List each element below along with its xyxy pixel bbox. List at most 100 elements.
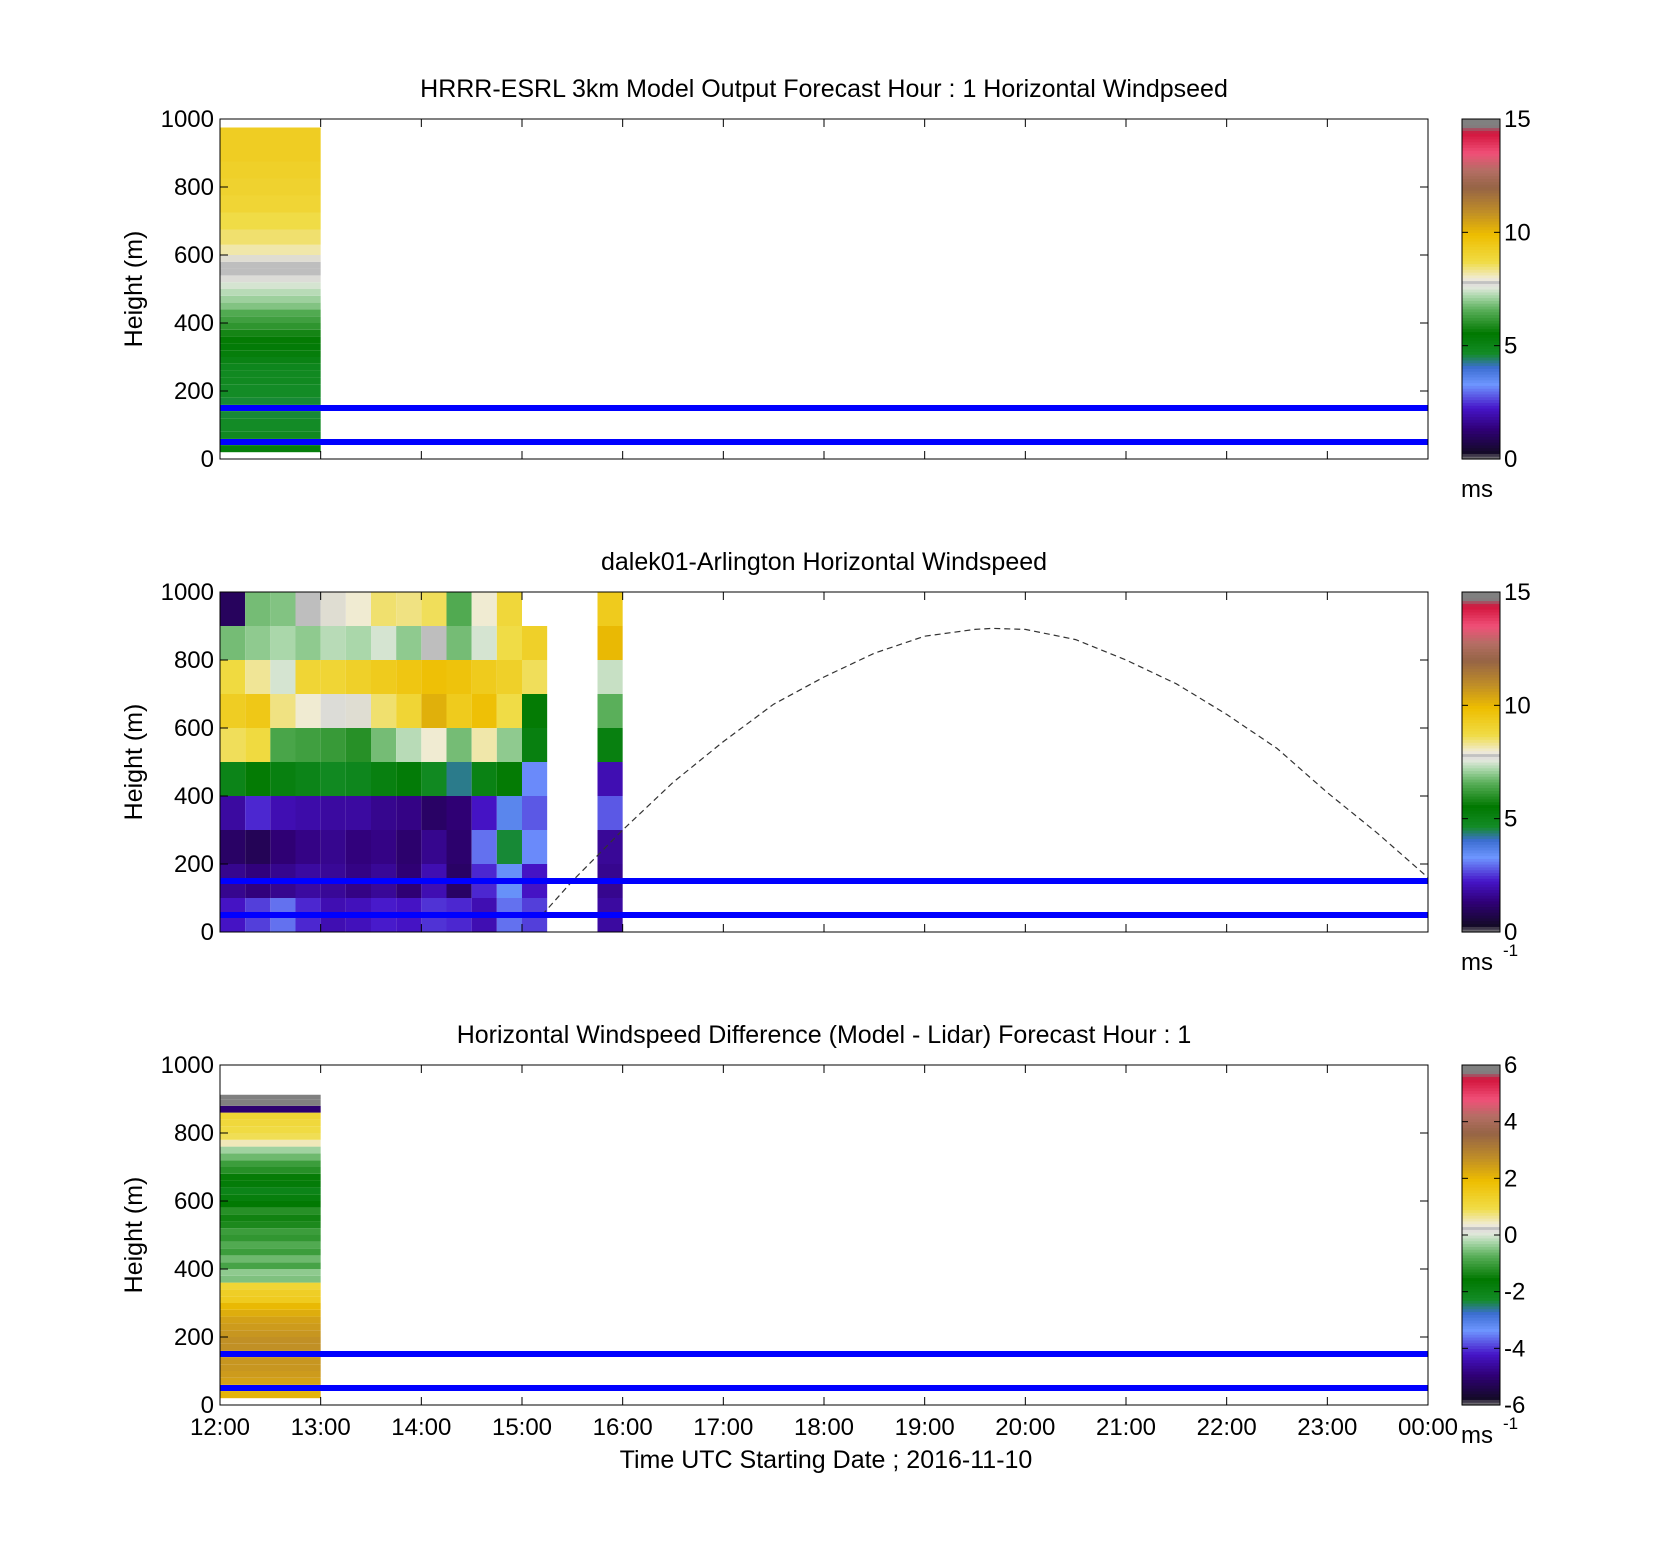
colorbar-segment [1462,699,1500,704]
heatmap-cell [396,796,422,830]
heatmap-cell [446,796,472,830]
colorbar-segment [1462,342,1500,347]
colorbar-segment [1462,1359,1500,1364]
colorbar-segment [1462,198,1500,202]
colorbar-segment [1462,260,1500,265]
colorbar-segment [1462,1300,1500,1304]
colorbar-segment [1462,626,1500,630]
heatmap-cell [320,830,346,864]
colorbar-segment [1462,640,1500,644]
colorbar-segment [1462,920,1500,925]
colorbar-segment [1462,688,1500,692]
heatmap-cell [496,694,522,728]
colorbar-segment [1462,249,1500,253]
heatmap-cell [471,796,497,830]
colorbar-segment [1462,1087,1500,1092]
heatmap-cell [220,295,321,303]
heatmap-cell [220,1309,321,1317]
colorbar-segment [1462,861,1500,865]
colorbar-segment [1462,895,1500,899]
colorbar-segment [1462,1243,1500,1247]
heatmap-cell [496,728,522,762]
heatmap-cell [220,1255,321,1263]
heatmap-cell [220,1112,321,1120]
colorbar-segment [1462,1079,1500,1083]
colorbar-segment [1462,1169,1500,1174]
colorbar-segment [1462,1328,1500,1332]
colorbar-segment [1462,762,1500,766]
colorbar-segment [1462,127,1500,131]
heatmap-cell [371,762,397,796]
y-axis-label: Height (m) [120,231,148,348]
colorbar-segment [1462,1342,1500,1347]
heatmap-cell [220,1180,321,1188]
colorbar-segment [1462,592,1500,596]
heatmap-cell [446,694,472,728]
colorbar-segment [1462,1118,1500,1123]
colorbar-segment [1462,206,1500,211]
colorbar-segment [1462,1390,1500,1395]
heatmap-cell [320,592,346,626]
colorbar-segment [1462,830,1500,834]
heatmap-cell [220,178,321,196]
colorbar-segment [1462,175,1500,180]
colorbar-segment [1462,365,1500,369]
colorbar-segment [1462,779,1500,783]
heatmap-cell [345,796,371,830]
heatmap-cell [220,275,321,283]
heatmap-cell [522,626,548,660]
colorbar-segment [1462,872,1500,876]
y-axis-label: Height (m) [120,1177,148,1294]
heatmap-cell [220,728,246,762]
colorbar-segment [1462,696,1500,701]
heatmap-cells [220,127,321,453]
y-axis-label: Height (m) [120,704,148,821]
colorbar-segment [1462,776,1500,780]
heatmap-cell [295,694,321,728]
heatmap-cell [270,694,296,728]
colorbar-tick-label: 0 [1504,1222,1517,1249]
colorbar-segment [1462,1354,1500,1358]
x-tick-label: 22:00 [1197,1414,1257,1441]
colorbar-segment [1462,889,1500,893]
colorbar-segment [1462,351,1500,355]
colorbar-segment [1462,184,1500,188]
heatmap-cell [220,316,321,323]
colorbar-segment [1462,1393,1500,1398]
colorbar-segment [1462,422,1500,426]
colorbar-segment [1462,1237,1500,1242]
heatmap-cell [496,660,522,694]
colorbar-segment [1462,685,1500,689]
colorbar-segment [1462,155,1500,160]
heatmap-cell [220,1153,321,1161]
heatmap-cell [320,796,346,830]
colorbar-segment [1462,1382,1500,1386]
colorbar-segment [1462,433,1500,437]
heatmap-cell [220,626,246,660]
heatmap-cell [220,1282,321,1290]
heatmap-cell [220,1146,321,1154]
colorbar-tick-label: 5 [1504,333,1517,360]
colorbar-segment [1462,388,1500,392]
colorbar-tick-label: -2 [1504,1279,1525,1306]
heatmap-cell [220,1133,321,1140]
colorbar-segment [1462,668,1500,672]
colorbar-segment [1462,1229,1500,1233]
heatmap-cell [371,660,397,694]
dashed-curve [541,627,1429,916]
colorbar-segment [1462,314,1500,318]
colorbar-segment [1462,229,1500,233]
colorbar-segment [1462,1373,1500,1378]
colorbar-segment [1462,269,1500,273]
colorbar-segment [1462,1155,1500,1160]
heatmap-cell [345,728,371,762]
heatmap-cell [396,830,422,864]
heatmap-cell [345,592,371,626]
colorbar-segment [1462,869,1500,874]
colorbar-segment [1462,439,1500,443]
colorbar-segment [1462,425,1500,429]
colorbar-segment [1462,1175,1500,1179]
y-tick-label: 600 [174,715,214,742]
chart-title: HRRR-ESRL 3km Model Output Forecast Hour… [420,75,1228,103]
colorbar-segment [1462,1280,1500,1284]
